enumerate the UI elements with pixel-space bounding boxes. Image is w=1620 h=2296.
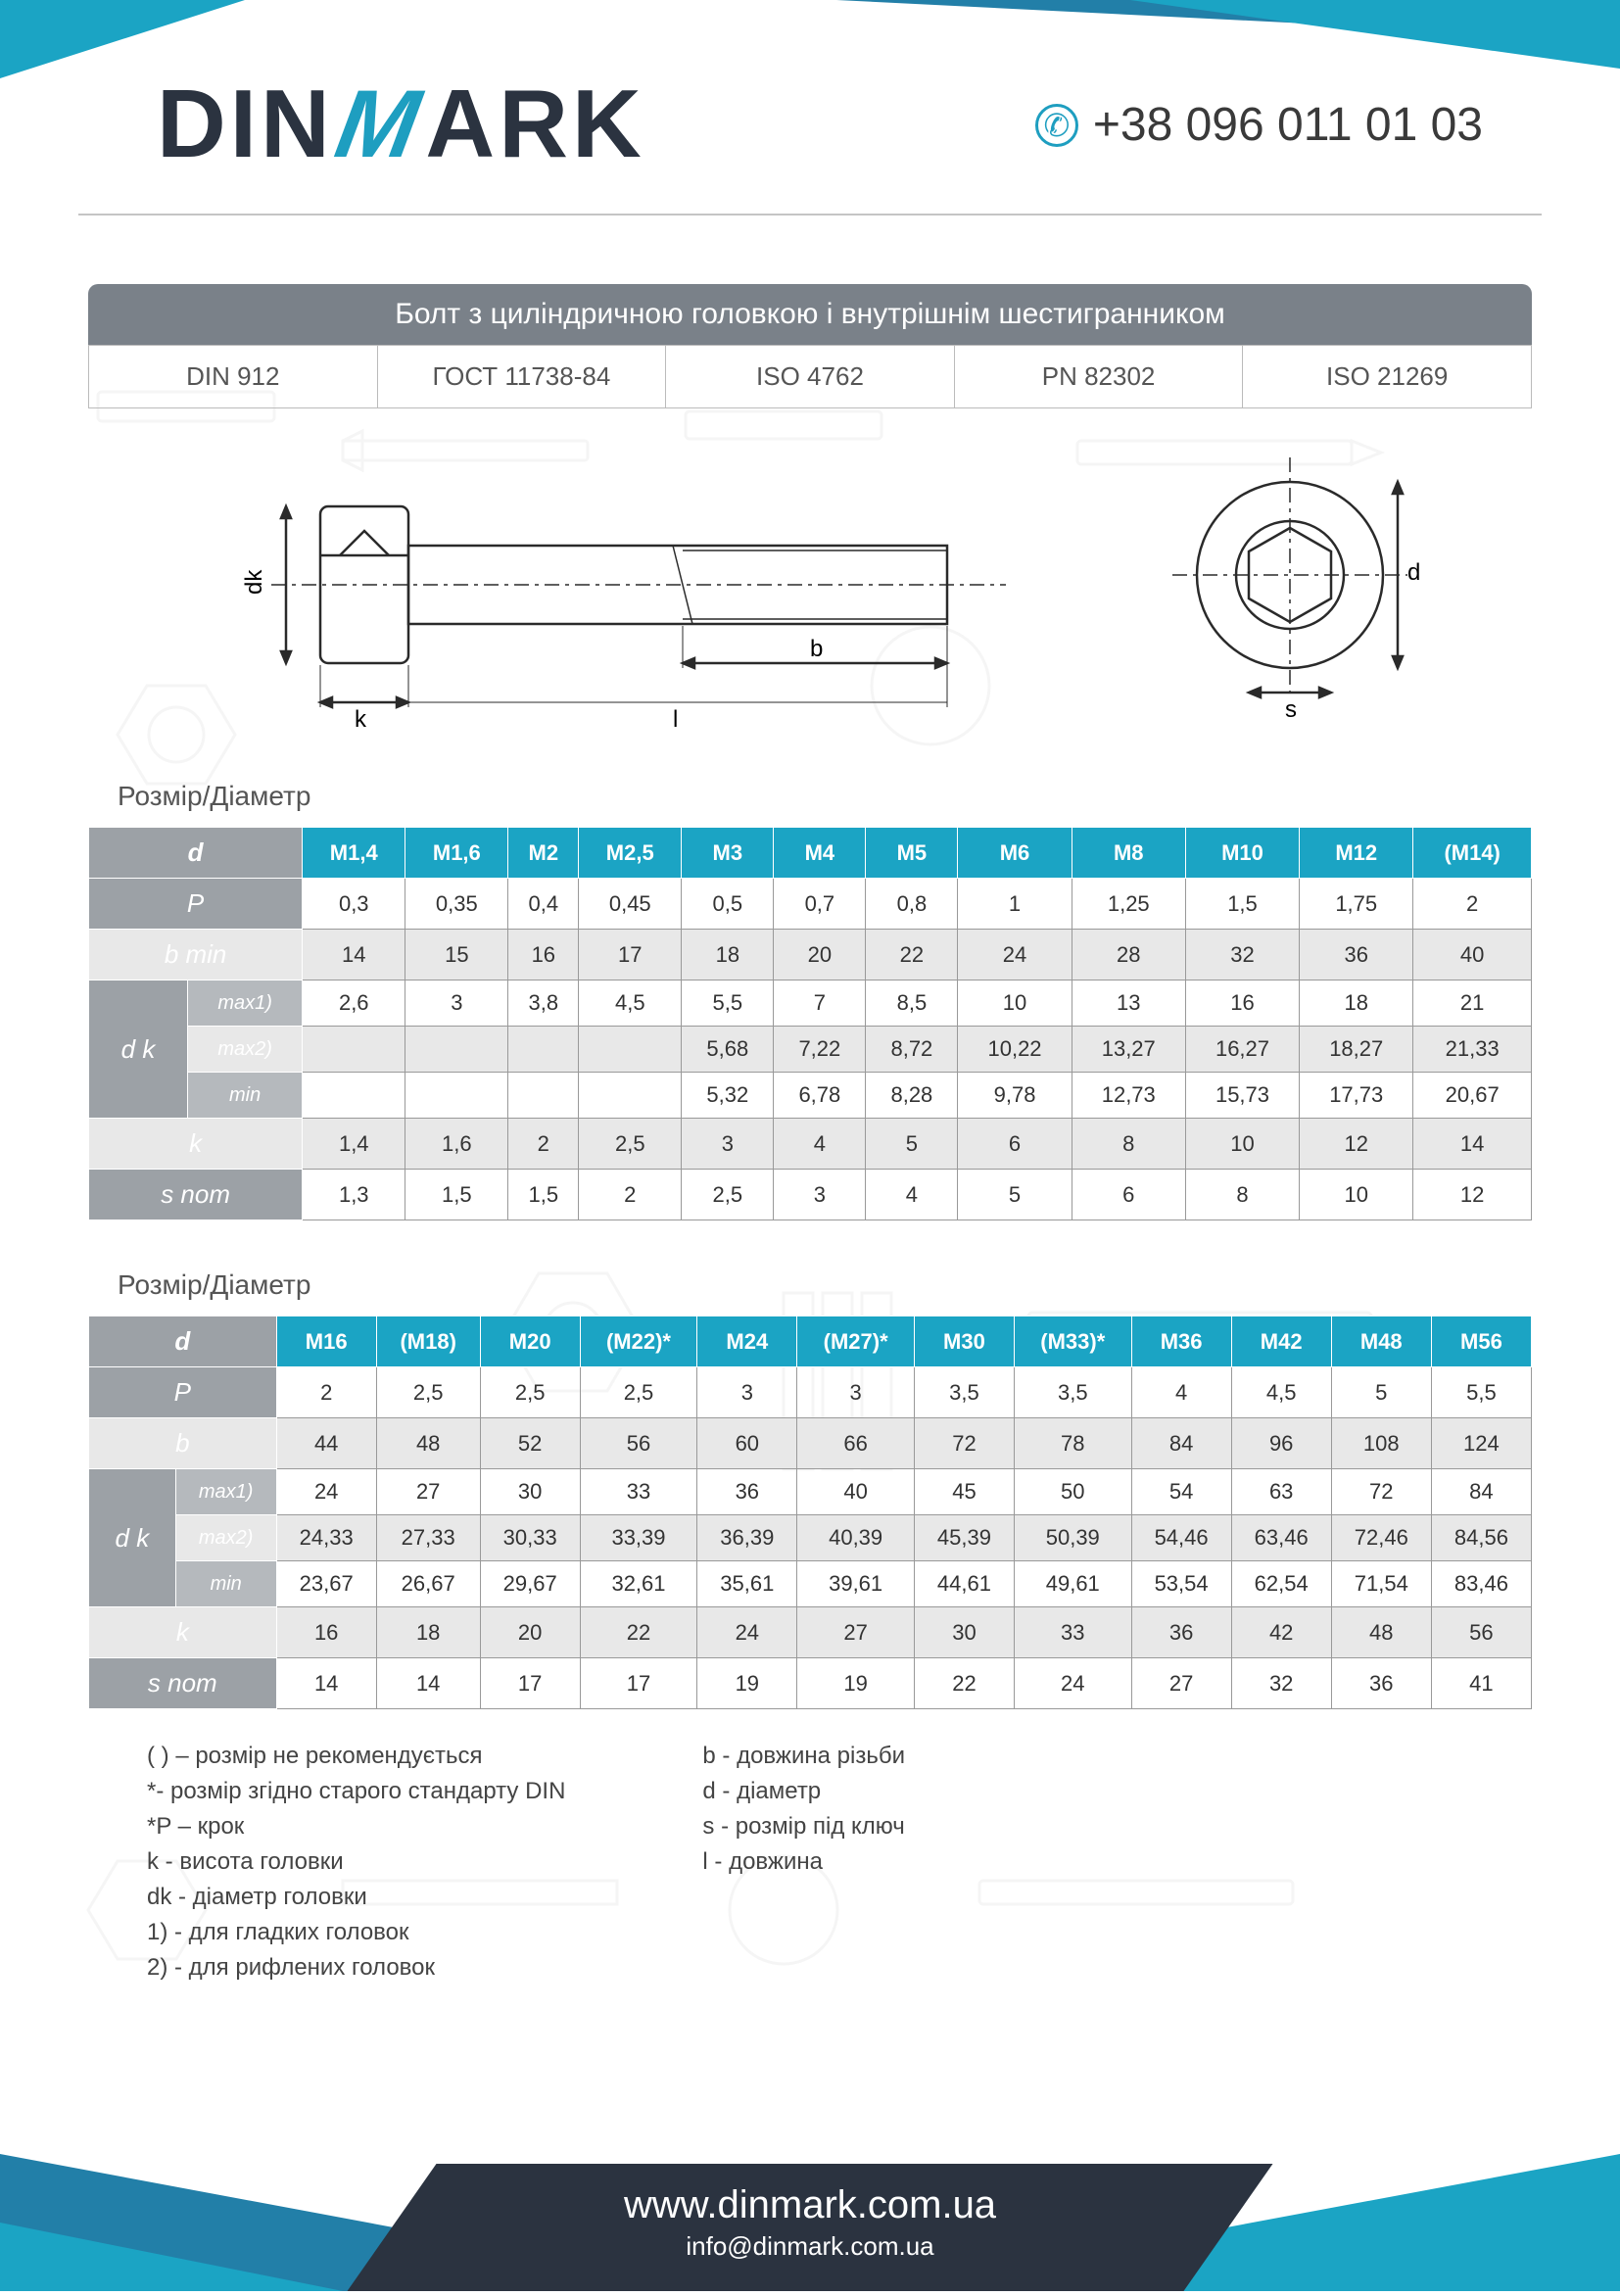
standards-row: DIN 912 ГОСТ 11738-84 ISO 4762 PN 82302 … [88, 345, 1532, 408]
table-row: d k max1) 2,633,84,55,578,51013161821 [89, 981, 1532, 1027]
table-row: min 23,6726,6729,6732,6135,6139,6144,614… [89, 1561, 1532, 1607]
bolt-side-view: dk k l b [193, 438, 1074, 732]
standard: ISO 4762 [666, 346, 955, 407]
product-title: Болт з циліндричною головкою і внутрішні… [88, 284, 1532, 345]
main-content: Болт з циліндричною головкою і внутрішні… [0, 284, 1620, 2015]
decor-triangle [1130, 0, 1620, 69]
svg-text:dk: dk [241, 569, 267, 595]
logo: DINMARK [157, 69, 645, 179]
header-divider [78, 214, 1542, 215]
phone-icon [1035, 104, 1078, 147]
legend: ( ) – розмір не рекомендується *- розмір… [88, 1709, 1532, 2015]
website: www.dinmark.com.ua [0, 2183, 1620, 2227]
col-d: d [89, 828, 303, 879]
table-row: k 161820222427303336424856 [89, 1607, 1532, 1658]
table-row: s nom 1,31,51,522,5345681012 [89, 1170, 1532, 1220]
table-row: max2) 24,3327,3330,3333,3936,3940,3945,3… [89, 1515, 1532, 1561]
table-row: max2) 5,687,228,7210,2213,2716,2718,2721… [89, 1027, 1532, 1073]
bolt-diagram: dk k l b d s [88, 408, 1532, 761]
standard: PN 82302 [955, 346, 1244, 407]
legend-right: b - довжина різьби d - діаметр s - розмі… [702, 1739, 905, 1985]
phone-number: +38 096 011 01 03 [1093, 98, 1483, 152]
svg-text:b: b [810, 636, 823, 662]
table-header-row: d M16(M18)M20(M22)*M24(M27)*M30(M33)*M36… [89, 1316, 1532, 1367]
footer-text: www.dinmark.com.ua info@dinmark.com.ua [0, 2183, 1620, 2262]
table-row: b 44485256606672788496108124 [89, 1418, 1532, 1469]
logo-part2: M [324, 69, 436, 179]
decor-triangle [0, 0, 245, 78]
standard: ISO 21269 [1243, 346, 1531, 407]
svg-text:l: l [673, 706, 678, 732]
logo-part1: DIN [157, 69, 334, 179]
table-row: P 0,30,350,40,450,50,70,811,251,51,752 [89, 879, 1532, 930]
table-row: P 22,52,52,5333,53,544,555,5 [89, 1367, 1532, 1418]
standard: ГОСТ 11738-84 [378, 346, 667, 407]
legend-left: ( ) – розмір не рекомендується *- розмір… [147, 1739, 565, 1985]
bolt-top-view: d s [1153, 448, 1427, 722]
table-header-row: d M1,4M1,6 M2M2,5 M3M4 M5M6 M8M10 M12(M1… [89, 828, 1532, 879]
spec-table-1: d M1,4M1,6 M2M2,5 M3M4 M5M6 M8M10 M12(M1… [88, 827, 1532, 1220]
spec-table-2: d M16(M18)M20(M22)*M24(M27)*M30(M33)*M36… [88, 1315, 1532, 1709]
email: info@dinmark.com.ua [0, 2231, 1620, 2262]
logo-part3: ARK [425, 69, 644, 179]
page-header: DINMARK +38 096 011 01 03 [0, 0, 1620, 264]
svg-text:k: k [355, 706, 367, 732]
table-row: k 1,41,622,534568101214 [89, 1119, 1532, 1170]
phone-block: +38 096 011 01 03 [1035, 98, 1483, 152]
page-footer: www.dinmark.com.ua info@dinmark.com.ua [0, 2115, 1620, 2291]
svg-text:d: d [1407, 559, 1420, 586]
svg-text:s: s [1285, 696, 1297, 722]
table-row: b min 141516171820222428323640 [89, 930, 1532, 981]
table-row: s nom 141417171919222427323641 [89, 1658, 1532, 1709]
section-label: Розмір/Діаметр [118, 781, 1532, 812]
table-row: min 5,326,788,289,7812,7315,7317,7320,67 [89, 1073, 1532, 1119]
table-row: d k max1) 242730333640455054637284 [89, 1469, 1532, 1515]
standard: DIN 912 [89, 346, 378, 407]
section-label: Розмір/Діаметр [118, 1269, 1532, 1301]
